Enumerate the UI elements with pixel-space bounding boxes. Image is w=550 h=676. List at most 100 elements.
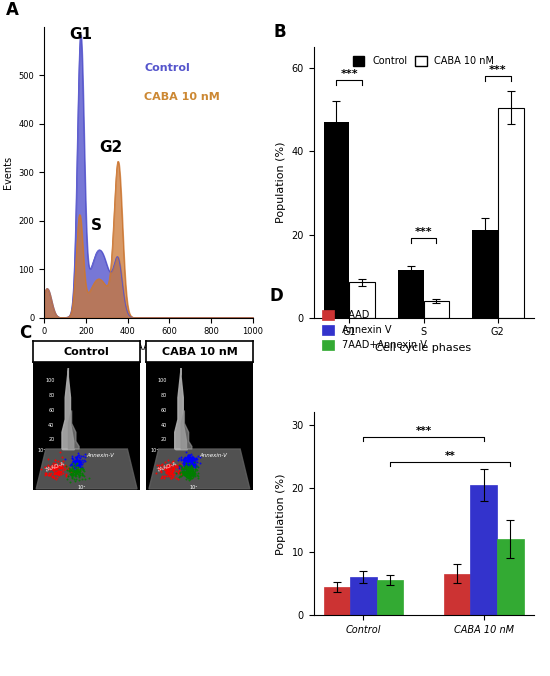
Point [185, 456, 194, 466]
Point [163, 463, 172, 474]
Point [185, 457, 194, 468]
Bar [498, 107, 524, 318]
Point [185, 469, 194, 480]
Point [190, 456, 199, 467]
Point [71, 470, 80, 481]
Point [183, 454, 192, 465]
Point [178, 462, 186, 473]
Point [41, 469, 50, 480]
Point [192, 454, 201, 464]
Point [180, 462, 189, 473]
Point [190, 459, 199, 470]
Point [190, 454, 199, 464]
Text: **: ** [444, 452, 455, 462]
Point [174, 466, 183, 477]
Point [183, 452, 191, 462]
Point [174, 461, 183, 472]
Point [156, 465, 165, 476]
Point [188, 456, 196, 466]
Point [165, 459, 174, 470]
Point [79, 470, 87, 481]
Point [168, 464, 177, 475]
Point [163, 468, 172, 479]
Point [167, 470, 176, 481]
Point [75, 466, 84, 477]
Point [166, 470, 174, 481]
Point [75, 456, 84, 466]
Point [70, 456, 79, 467]
Point [165, 462, 174, 473]
Point [80, 452, 89, 462]
Point [179, 458, 188, 468]
Point [177, 464, 186, 475]
Point [163, 469, 172, 480]
Point [37, 463, 46, 474]
Point [181, 468, 190, 479]
Point [73, 464, 82, 475]
Point [183, 473, 192, 483]
Point [187, 452, 196, 463]
Point [68, 459, 77, 470]
Point [73, 458, 81, 468]
Point [71, 456, 80, 466]
Point [78, 463, 86, 474]
Point [53, 462, 62, 473]
Point [180, 470, 189, 481]
Point [180, 460, 189, 470]
Point [180, 461, 189, 472]
Point [73, 454, 81, 465]
Point [184, 464, 192, 475]
Point [185, 472, 194, 483]
Point [182, 470, 190, 481]
Bar [398, 270, 424, 318]
Point [191, 464, 200, 475]
Point [173, 461, 182, 472]
Point [164, 460, 173, 470]
Point [69, 465, 78, 476]
Point [169, 472, 178, 483]
Point [178, 470, 186, 481]
Point [63, 464, 72, 475]
Point [183, 468, 192, 479]
Point [69, 463, 78, 474]
Point [183, 464, 191, 475]
Point [41, 462, 50, 473]
Point [184, 458, 193, 468]
Point [185, 462, 194, 473]
Point [165, 461, 174, 472]
Point [61, 470, 70, 481]
Point [78, 468, 86, 479]
Point [175, 460, 184, 471]
Point [58, 463, 67, 474]
Point [54, 470, 63, 481]
Point [80, 470, 89, 481]
Point [183, 470, 192, 481]
Point [76, 462, 85, 473]
Bar [472, 231, 498, 318]
Point [180, 466, 189, 477]
Point [189, 454, 198, 465]
Point [186, 457, 195, 468]
Point [182, 466, 191, 477]
Point [57, 468, 65, 479]
Point [74, 459, 83, 470]
Point [184, 464, 192, 475]
Point [186, 461, 195, 472]
Point [186, 464, 195, 475]
Point [186, 469, 195, 480]
Point [50, 468, 58, 479]
Point [72, 457, 80, 468]
Point [180, 457, 189, 468]
Point [180, 470, 189, 481]
Point [184, 462, 192, 473]
Point [184, 468, 193, 479]
Point [173, 468, 182, 479]
Point [54, 461, 63, 472]
Point [188, 454, 196, 464]
Point [70, 460, 79, 470]
Point [181, 461, 190, 472]
Point [72, 459, 80, 470]
Point [68, 468, 76, 479]
Point [68, 465, 76, 476]
Point [183, 454, 191, 465]
